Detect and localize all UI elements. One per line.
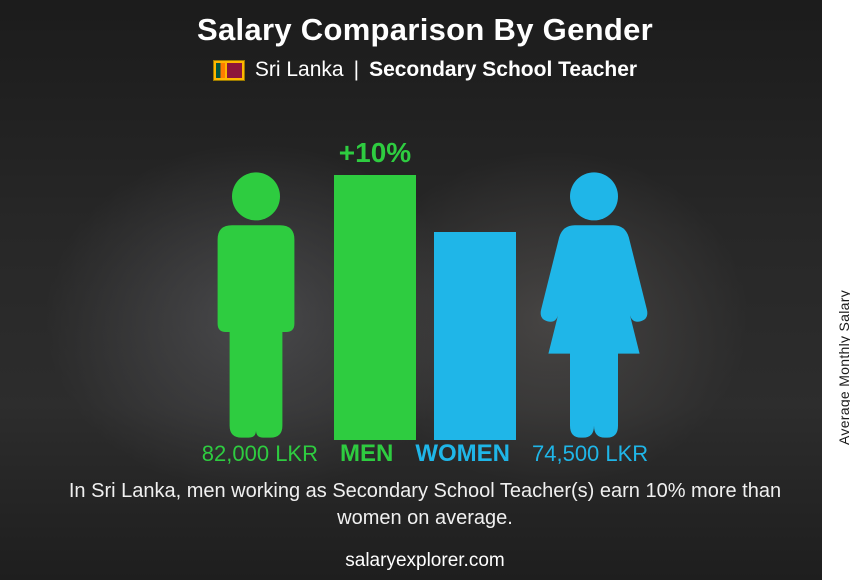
role-text: Secondary School Teacher <box>369 58 637 82</box>
chart-title: Salary Comparison By Gender <box>0 12 850 48</box>
men-icon-col <box>196 170 316 440</box>
men-label: MEN <box>340 440 393 468</box>
salary-row: 82,000 LKR MEN WOMEN 74,500 LKR <box>0 440 850 468</box>
women-bar-col <box>434 232 516 440</box>
chart-subtitle: Sri Lanka | Secondary School Teacher <box>0 58 850 82</box>
men-salary: 82,000 LKR <box>202 441 318 467</box>
separator: | <box>354 58 359 82</box>
chart-area: +10% <box>0 100 850 440</box>
infographic-content: Salary Comparison By Gender Sri Lanka | … <box>0 0 850 580</box>
men-bar-col: +10% <box>334 137 416 440</box>
caption-text: In Sri Lanka, men working as Secondary S… <box>60 478 790 532</box>
women-bar <box>434 232 516 440</box>
men-bar <box>334 175 416 440</box>
man-icon <box>196 170 316 440</box>
women-label: WOMEN <box>415 440 510 468</box>
women-icon-col <box>534 170 654 440</box>
country-text: Sri Lanka <box>255 58 344 82</box>
difference-label: +10% <box>339 137 411 169</box>
footer-source: salaryexplorer.com <box>0 550 850 572</box>
flag-icon <box>213 60 245 81</box>
woman-icon <box>534 170 654 440</box>
women-salary: 74,500 LKR <box>532 441 648 467</box>
